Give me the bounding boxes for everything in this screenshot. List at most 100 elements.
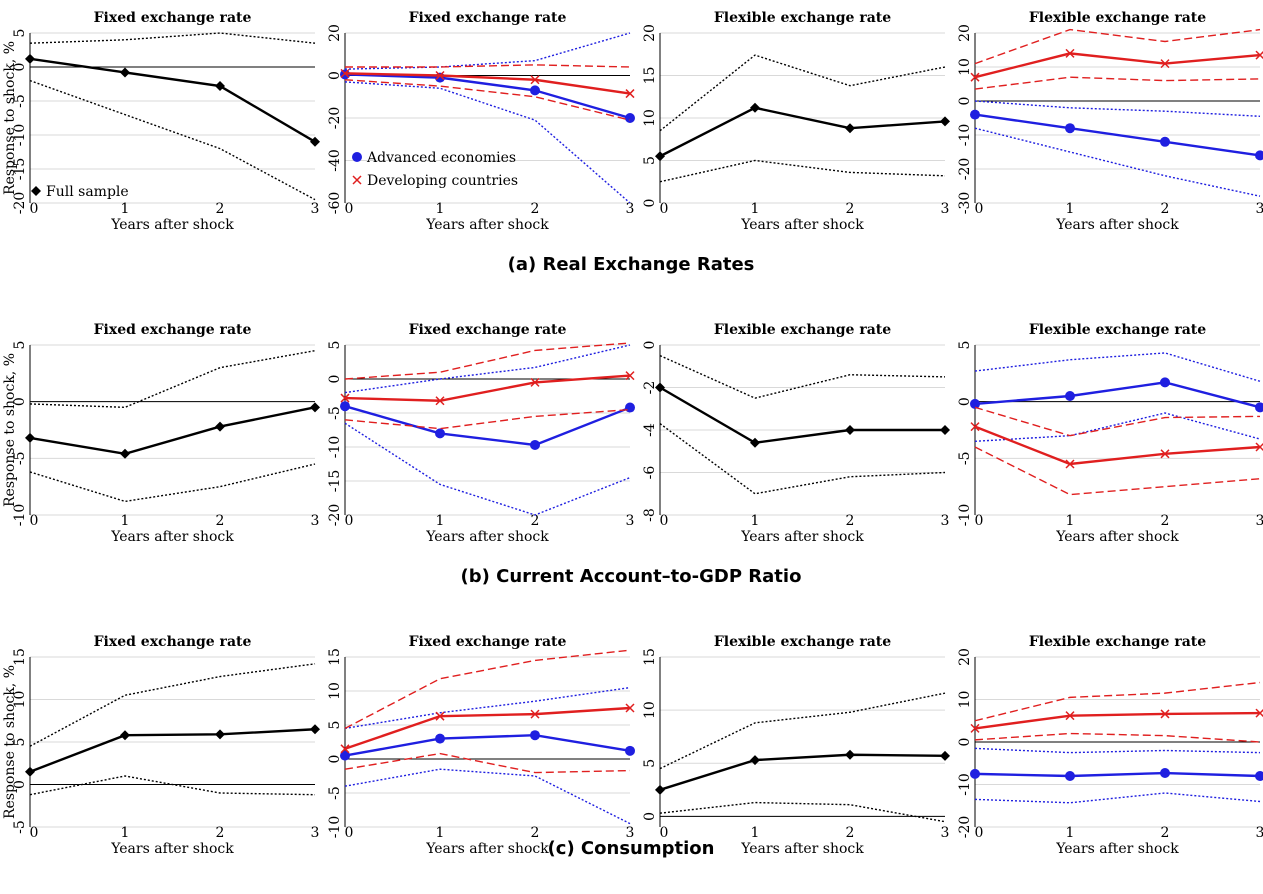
x-marker-stroke <box>1160 709 1170 719</box>
circle-marker <box>530 439 540 450</box>
full-confidence-band <box>29 32 316 44</box>
x-marker-stroke <box>435 396 445 406</box>
x-tick-label: 0 <box>975 825 984 841</box>
x-tick-label: 3 <box>626 513 635 529</box>
x-marker-stroke <box>1160 449 1170 459</box>
x-tick-label: 3 <box>311 825 320 841</box>
y-tick-label: 5 <box>642 759 658 768</box>
x-marker <box>435 70 445 81</box>
y-tick-label: 10 <box>642 109 658 127</box>
x-marker-stroke <box>530 709 540 719</box>
panel-3-3: Flexible exchange rate 15 10 5 00 1 2 3 Years af… <box>642 634 950 857</box>
circle-marker <box>435 72 445 83</box>
y-tick-label: 5 <box>327 341 343 350</box>
panel-title: Flexible exchange rate <box>1029 634 1206 650</box>
y-tick-label: -8 <box>642 508 658 522</box>
x-tick-label: 1 <box>751 513 760 529</box>
x-marker <box>1160 709 1170 719</box>
developing-confidence-band <box>974 76 1261 90</box>
y-tick-label: 0 <box>642 812 658 821</box>
x-axis-label: Years after shock <box>110 841 234 857</box>
circle-marker <box>1160 136 1170 147</box>
full-confidence-band <box>659 801 946 823</box>
diamond-marker <box>215 81 225 92</box>
x-marker-stroke <box>1065 48 1075 58</box>
x-tick-label: 0 <box>30 513 39 529</box>
advanced-confidence-band <box>974 100 1261 117</box>
y-tick-label: 20 <box>957 648 973 666</box>
x-marker <box>530 709 540 719</box>
advanced-confidence-band <box>344 32 631 70</box>
diamond-marker <box>120 448 130 459</box>
developing-confidence-band <box>974 681 1261 722</box>
full-estimate-line <box>29 728 316 773</box>
x-marker-stroke <box>435 711 445 721</box>
y-tick-label: -5 <box>327 786 343 800</box>
full-estimate-line <box>659 106 946 158</box>
panel-1-3: Flexible exchange rate 20 15 10 5 0 0 1 2 3 Years … <box>642 10 950 233</box>
x-tick-label: 2 <box>216 513 225 529</box>
x-tick-label: 1 <box>121 201 130 217</box>
developing-estimate-line <box>974 52 1261 79</box>
y-tick-label: -5 <box>957 452 973 466</box>
developing-estimate-line <box>974 711 1261 730</box>
legend-label-full-sample: Full sample <box>46 184 129 200</box>
x-tick-label: 1 <box>436 201 445 217</box>
x-marker-stroke <box>530 75 540 85</box>
panel-title: Fixed exchange rate <box>94 322 252 338</box>
x-tick-label: 1 <box>751 201 760 217</box>
x-marker <box>970 723 980 733</box>
y-tick-label: 0 <box>642 199 658 208</box>
x-tick-label: 2 <box>1161 513 1170 529</box>
x-marker <box>340 393 350 403</box>
circle-marker <box>1255 402 1263 413</box>
x-tick-label: 3 <box>1256 825 1263 841</box>
y-tick-label: 0 <box>12 63 28 72</box>
diamond-marker <box>750 102 760 113</box>
y-tick-label: -20 <box>957 158 973 181</box>
diamond-marker <box>310 724 320 735</box>
panel-title: Flexible exchange rate <box>714 634 891 650</box>
legend-diamond-icon <box>31 186 41 196</box>
x-tick-label: 2 <box>531 201 540 217</box>
legend-x-icon <box>352 175 362 185</box>
x-marker-stroke <box>970 723 980 733</box>
x-tick-label: 2 <box>531 825 540 841</box>
x-marker-stroke <box>625 703 635 713</box>
x-tick-label: 2 <box>216 825 225 841</box>
advanced-confidence-band <box>974 412 1261 443</box>
y-axis-label: Response to shock, % <box>2 353 18 507</box>
x-marker-stroke <box>340 744 350 754</box>
x-tick-label: 0 <box>345 825 354 841</box>
x-axis-label: Years after shock <box>425 529 549 545</box>
developing-estimate-line <box>344 374 631 402</box>
full-estimate-line <box>659 386 945 444</box>
advanced-estimate-line <box>344 733 631 757</box>
x-axis-label: Years after shock <box>1055 217 1179 233</box>
diamond-marker <box>25 432 35 443</box>
developing-estimate-line <box>344 72 631 95</box>
x-tick-label: 1 <box>436 513 445 529</box>
y-tick-label: 0 <box>12 397 28 406</box>
y-tick-label: 10 <box>327 682 343 700</box>
diamond-marker <box>655 784 665 795</box>
y-tick-label: -30 <box>957 192 973 215</box>
x-marker-stroke <box>435 70 445 81</box>
x-tick-label: 1 <box>1066 825 1075 841</box>
row-caption: (a) Real Exchange Rates <box>508 254 755 275</box>
x-tick-label: 2 <box>216 201 225 217</box>
circle-marker <box>1065 771 1075 781</box>
advanced-confidence-band <box>344 686 631 730</box>
x-marker <box>1160 59 1170 69</box>
x-marker-stroke <box>625 89 635 99</box>
developing-confidence-band <box>974 406 1261 437</box>
x-marker-stroke <box>970 72 980 82</box>
x-marker <box>625 371 635 381</box>
y-tick-label: -10 <box>327 436 343 459</box>
x-marker <box>435 711 445 721</box>
x-tick-label: 3 <box>626 825 635 841</box>
x-tick-label: 0 <box>345 513 354 529</box>
